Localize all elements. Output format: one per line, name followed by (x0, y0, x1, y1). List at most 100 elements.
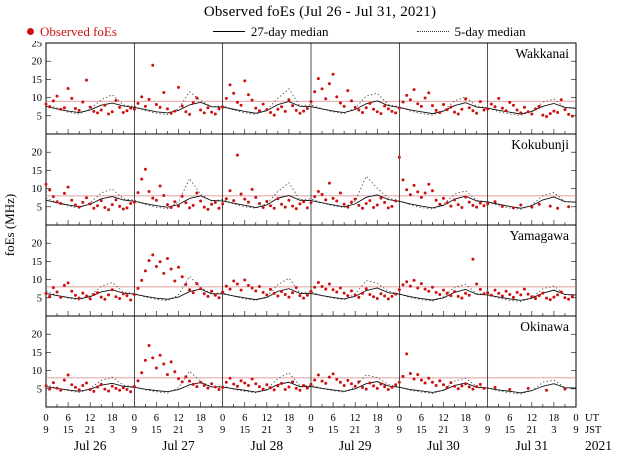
observed-point (62, 106, 66, 110)
observed-point (379, 382, 383, 386)
day-label: Jul 31 (516, 438, 549, 453)
observed-point (81, 384, 85, 388)
observed-point (118, 204, 122, 208)
observed-point (430, 285, 434, 289)
observed-point (66, 185, 70, 189)
observed-point (125, 206, 129, 210)
year-label: 2021 (585, 438, 612, 453)
observed-point (335, 290, 339, 294)
observed-point (449, 294, 453, 298)
observed-point (70, 198, 74, 202)
observed-point (438, 111, 442, 115)
observed-point (434, 384, 438, 388)
observed-point (331, 196, 335, 200)
observed-point (478, 287, 482, 291)
observed-point (482, 292, 486, 296)
observed-point (191, 203, 195, 207)
ut-axis-label: UT (585, 413, 600, 424)
observed-point (519, 111, 523, 115)
observed-point (55, 290, 59, 294)
observed-point (88, 388, 92, 392)
observed-point (335, 95, 339, 99)
observed-point (239, 192, 243, 196)
observed-point (545, 388, 549, 392)
observed-point (114, 99, 118, 103)
jst-tick-label: 3 (110, 425, 115, 436)
ut-tick-label: 12 (173, 413, 184, 424)
observed-point (379, 292, 383, 296)
observed-point (445, 108, 449, 112)
observed-point (456, 294, 460, 298)
observed-point (195, 191, 199, 195)
observed-point (246, 93, 250, 97)
observed-point (162, 194, 166, 198)
observed-point (239, 379, 243, 383)
observed-point (486, 107, 490, 111)
observed-point (298, 111, 302, 115)
observed-point (154, 103, 158, 107)
observed-point (118, 388, 122, 392)
observed-point (313, 285, 317, 289)
observed-point (96, 111, 100, 115)
observed-point (191, 101, 195, 105)
ut-tick-label: 12 (85, 413, 96, 424)
observed-point (320, 285, 324, 289)
observed-point (257, 109, 261, 113)
y-tick-label: 20 (32, 148, 43, 159)
observed-point (430, 189, 434, 193)
observed-point (84, 78, 88, 82)
jst-tick-label: 9 (573, 425, 578, 436)
observed-point (563, 387, 567, 391)
observed-point (243, 197, 247, 201)
observed-point (48, 294, 52, 298)
observed-point (313, 378, 317, 382)
observed-point (188, 112, 192, 116)
y-tick-label: 10 (32, 366, 43, 377)
observed-point (228, 376, 232, 380)
observed-point (563, 296, 567, 300)
observed-point (397, 106, 401, 110)
observed-point (500, 204, 504, 208)
observed-point (313, 90, 317, 94)
observed-point (408, 193, 412, 197)
observed-point (419, 282, 423, 286)
observed-point (48, 188, 52, 192)
observed-point (221, 202, 225, 206)
observed-point (235, 100, 239, 104)
observed-point (342, 291, 346, 295)
observed-point (548, 204, 552, 208)
y-tick-label: 15 (32, 75, 43, 86)
observed-point (497, 291, 501, 295)
observed-point (158, 353, 162, 357)
observed-point (567, 297, 571, 301)
observed-point (445, 385, 449, 389)
observed-point (107, 389, 111, 393)
observed-point (390, 109, 394, 113)
observed-point (103, 297, 107, 301)
observed-point (375, 297, 379, 301)
observed-point (438, 293, 442, 297)
observed-point (235, 153, 239, 157)
observed-point (84, 294, 88, 298)
observed-point (107, 112, 111, 116)
observed-point (375, 110, 379, 114)
observed-point (515, 108, 519, 112)
observed-point (136, 101, 140, 105)
observed-point (475, 385, 479, 389)
observed-point (88, 297, 92, 301)
observed-point (177, 377, 180, 381)
observed-point (81, 200, 85, 204)
observed-point (552, 109, 556, 113)
observed-point (331, 288, 335, 292)
observed-point (151, 63, 155, 67)
observed-point (73, 107, 77, 111)
observed-point (77, 296, 81, 300)
legend-item-median27: 27-day median (212, 24, 329, 40)
observed-point (478, 382, 482, 386)
observed-point (213, 112, 217, 116)
observed-point (475, 111, 479, 115)
observed-point (162, 362, 166, 366)
observed-point (489, 102, 493, 106)
observed-point (349, 200, 353, 204)
observed-point (73, 293, 77, 297)
